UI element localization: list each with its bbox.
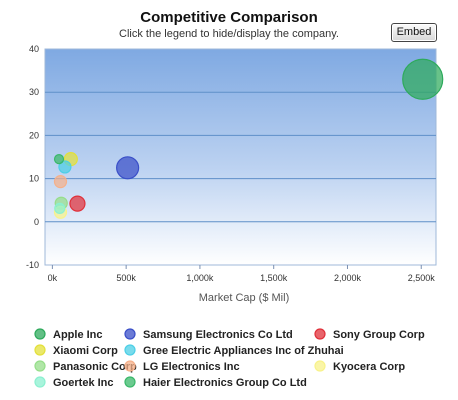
bubble-point[interactable] [58, 160, 72, 174]
bubble-point[interactable] [53, 175, 68, 189]
bubble-point[interactable] [53, 154, 65, 165]
legend-marker-icon[interactable] [124, 360, 136, 372]
chart-subtitle: Click the legend to hide/display the com… [119, 28, 339, 40]
y-tick-label: 30 [29, 87, 39, 97]
y-tick-label: 40 [29, 44, 39, 54]
x-tick-label: 0k [48, 273, 58, 283]
legend-marker-icon[interactable] [314, 328, 326, 340]
legend-item-label[interactable]: Xiaomi Corp [53, 345, 118, 357]
y-tick-label: 0 [34, 217, 39, 227]
legend-item-label[interactable]: Gree Electric Appliances Inc of Zhuhai [143, 345, 344, 357]
legend-item-label[interactable]: Haier Electronics Group Co Ltd [143, 377, 307, 389]
bubble-point[interactable] [402, 58, 444, 100]
x-tick-label: 2,000k [334, 273, 362, 283]
legend-marker-icon[interactable] [34, 376, 46, 388]
embed-button[interactable]: Embed [391, 23, 437, 42]
legend-item-label[interactable]: Sony Group Corp [333, 329, 425, 341]
legend-marker-icon[interactable] [124, 376, 136, 388]
legend-marker-icon[interactable] [124, 344, 136, 356]
legend-marker-icon[interactable] [124, 328, 136, 340]
legend-item-label[interactable]: LG Electronics Inc [143, 361, 240, 373]
legend-marker-icon[interactable] [314, 360, 326, 372]
legend-item-label[interactable]: Samsung Electronics Co Ltd [143, 329, 293, 341]
y-tick-label: 10 [29, 174, 39, 184]
bubble-point[interactable] [54, 202, 66, 215]
legend-marker-icon[interactable] [34, 328, 46, 340]
legend-item-label[interactable]: Apple Inc [53, 329, 103, 341]
y-tick-label: -10 [26, 260, 39, 270]
bubble-point[interactable] [116, 156, 140, 180]
y-tick-label: 20 [29, 130, 39, 140]
chart-title: Competitive Comparison [140, 9, 318, 26]
legend-item-label[interactable]: Panasonic Corp [53, 361, 137, 373]
bubble-point[interactable] [69, 195, 86, 212]
x-tick-label: 2,500k [408, 273, 436, 283]
legend-item-label[interactable]: Goertek Inc [53, 377, 114, 389]
x-tick-label: 1,000k [186, 273, 214, 283]
legend-marker-icon[interactable] [34, 360, 46, 372]
x-tick-label: 500k [116, 273, 136, 283]
legend-marker-icon[interactable] [34, 344, 46, 356]
plot-area [44, 48, 437, 266]
legend-item-label[interactable]: Kyocera Corp [333, 361, 405, 373]
x-axis-title: Market Cap ($ Mil) [199, 292, 289, 304]
x-tick-label: 1,500k [260, 273, 288, 283]
